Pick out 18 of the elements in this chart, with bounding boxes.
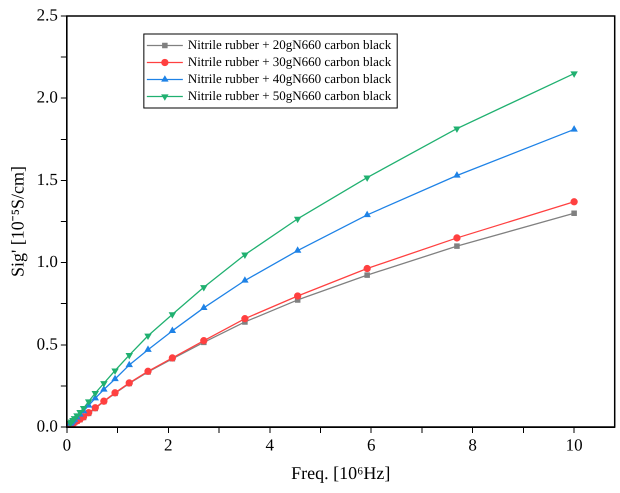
x-tick-label: 4 (266, 436, 275, 455)
legend-label: Nitrile rubber + 50gN660 carbon black (188, 88, 392, 103)
y-tick-label: 2.5 (36, 5, 58, 24)
legend-label: Nitrile rubber + 20gN660 carbon black (188, 36, 392, 52)
y-tick-label: 2.0 (36, 88, 58, 107)
y-axis-title: Sig' [10⁻⁵S/cm] (8, 166, 28, 278)
x-axis-title: Freq. [10⁶Hz] (291, 462, 390, 483)
x-tick-label: 10 (566, 436, 583, 455)
y-tick-label: 0.0 (36, 416, 58, 436)
legend-label: Nitrile rubber + 40gN660 carbon black (188, 70, 392, 86)
x-tick-label: 0 (62, 436, 72, 455)
y-tick-label: 1.5 (36, 170, 58, 189)
y-tick-label: 1.0 (36, 252, 58, 272)
y-tick-label: 0.5 (36, 334, 58, 354)
x-tick-label: 6 (366, 436, 376, 455)
x-tick-label: 8 (468, 436, 477, 455)
x-tick-label: 2 (164, 436, 173, 455)
legend-label: Nitrile rubber + 30gN660 carbon black (188, 54, 392, 69)
